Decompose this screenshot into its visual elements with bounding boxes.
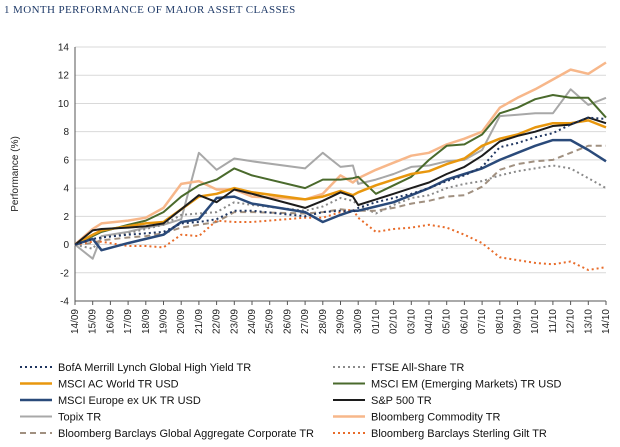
- x-tick-label: 05/10: [442, 309, 453, 334]
- x-tick-label: 15/09: [88, 309, 99, 334]
- x-tick-label: 25/09: [265, 309, 276, 334]
- series-line-2: [74, 119, 607, 246]
- legend-label: Topix TR: [58, 412, 101, 424]
- series-line-1: [74, 164, 607, 250]
- x-tick-label: 10/10: [530, 309, 541, 334]
- y-tick-label: 8: [63, 127, 69, 138]
- x-tick-label: 08/10: [495, 309, 506, 334]
- x-tick-labels: 14/09 15/09 16/09 17/09 18/09 19/09 20/09 21/09…: [70, 301, 612, 334]
- y-tick-label: 6: [63, 155, 69, 166]
- series-line-7: [74, 61, 607, 246]
- x-tick-label: 19/09: [159, 309, 170, 334]
- y-tick-label: 14: [58, 43, 70, 54]
- x-tick-label: 14/09: [70, 309, 81, 334]
- legend-label: MSCI EM (Emerging Markets) TR USD: [371, 379, 562, 391]
- y-tick-label: -2: [60, 268, 69, 279]
- y-tick-label: 0: [63, 240, 69, 251]
- x-tick-label: 29/09: [336, 309, 347, 334]
- x-tick-label: 04/10: [424, 309, 435, 334]
- x-tick-label: 03/10: [406, 309, 417, 334]
- y-tick-labels: -4 -2 0 2 4 6 8 10 12 14: [58, 43, 70, 308]
- grid-lines: [75, 46, 606, 302]
- x-tick-label: 21/09: [194, 309, 205, 334]
- y-tick-label: -4: [60, 297, 69, 308]
- x-tick-label: 13/10: [583, 309, 594, 334]
- series-line-8: [74, 144, 606, 246]
- x-tick-label: 07/10: [477, 309, 488, 334]
- series-line-4: [74, 138, 607, 252]
- x-tick-label: 16/09: [105, 309, 116, 334]
- x-tick-label: 24/09: [247, 309, 258, 334]
- legend-label: FTSE All-Share TR: [371, 362, 464, 374]
- y-tick-label: 10: [58, 99, 70, 110]
- x-tick-label: 23/09: [229, 309, 240, 334]
- series-line-0: [74, 116, 607, 246]
- x-tick-label: 22/09: [212, 309, 223, 334]
- legend-label: Bloomberg Barclays Global Aggregate Corp…: [58, 428, 314, 440]
- x-tick-label: 20/09: [176, 309, 187, 334]
- y-tick-label: 12: [58, 71, 70, 82]
- x-tick-label: 06/10: [459, 309, 470, 334]
- legend: BofA Merrill Lynch Global High Yield TR F…: [20, 362, 562, 440]
- x-tick-label: 12/10: [566, 309, 577, 334]
- series-lines: [74, 61, 607, 271]
- legend-label: Bloomberg Commodity TR: [371, 412, 500, 424]
- x-tick-label: 11/10: [548, 309, 559, 334]
- x-tick-label: 02/10: [389, 309, 400, 334]
- x-tick-label: 30/09: [353, 309, 364, 334]
- y-tick-label: 2: [63, 212, 69, 223]
- x-tick-label: 09/10: [513, 309, 524, 334]
- legend-label: Bloomberg Barclays Sterling Gilt TR: [371, 428, 547, 440]
- x-tick-label: 18/09: [141, 309, 152, 334]
- legend-label: BofA Merrill Lynch Global High Yield TR: [58, 362, 251, 374]
- series-line-3: [74, 94, 607, 246]
- x-tick-label: 14/10: [601, 309, 612, 334]
- legend-label: MSCI AC World TR USD: [58, 379, 179, 391]
- series-line-9: [74, 208, 607, 271]
- x-tick-label: 27/09: [300, 309, 311, 334]
- chart-title: 1 MONTH PERFORMANCE OF MAJOR ASSET CLASS…: [4, 4, 296, 16]
- series-line-6: [74, 88, 607, 260]
- legend-label: MSCI Europe ex UK TR USD: [58, 395, 201, 407]
- x-tick-label: 01/10: [371, 309, 382, 334]
- axes: [74, 47, 606, 302]
- x-tick-label: 26/09: [282, 309, 293, 334]
- y-tick-label: 4: [63, 184, 69, 195]
- x-tick-label: 17/09: [123, 309, 134, 334]
- y-axis-label: Performance (%): [10, 136, 21, 212]
- x-tick-label: 28/09: [318, 309, 329, 334]
- legend-label: S&P 500 TR: [371, 395, 432, 407]
- series-line-5: [74, 116, 607, 246]
